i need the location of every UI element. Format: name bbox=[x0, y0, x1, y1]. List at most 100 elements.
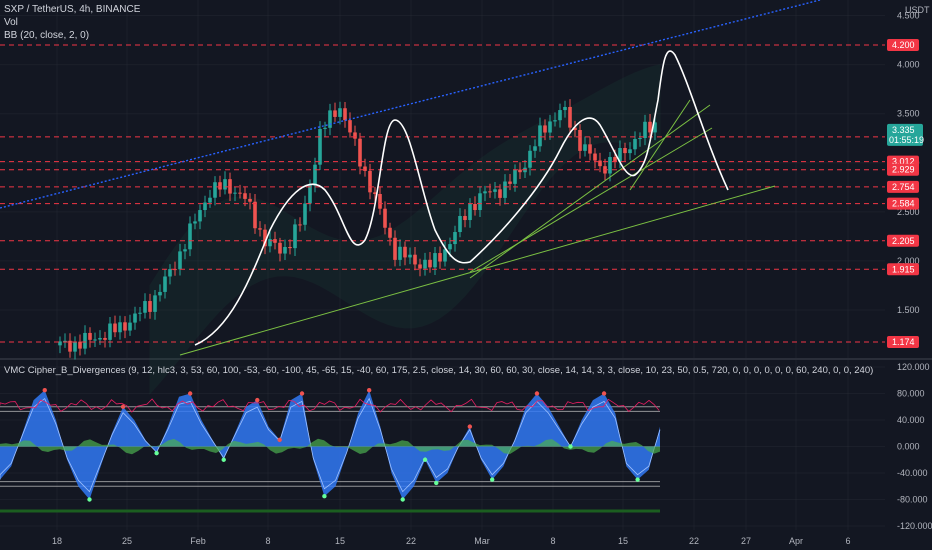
candle-body bbox=[558, 110, 562, 121]
y-tick-label: 4.000 bbox=[897, 60, 920, 70]
x-tick-label: 22 bbox=[406, 536, 416, 546]
candle-body bbox=[368, 170, 372, 193]
ind-y-tick-label: 0.000 bbox=[897, 442, 920, 452]
level-tag bbox=[887, 180, 919, 193]
candle-body bbox=[143, 301, 147, 313]
candle-body bbox=[253, 201, 257, 229]
candle-body bbox=[403, 246, 407, 258]
symbol-title[interactable]: SXP / TetherUS, 4h, BINANCE bbox=[4, 4, 141, 15]
candle-body bbox=[328, 110, 332, 128]
candle-body bbox=[268, 239, 272, 247]
candle-body bbox=[113, 323, 117, 333]
signal-dot bbox=[277, 437, 282, 443]
signal-dot bbox=[87, 497, 92, 502]
blue-trend-line bbox=[0, 0, 821, 209]
candle-body bbox=[483, 191, 487, 194]
candle-body bbox=[653, 122, 657, 133]
projection-drawing bbox=[194, 50, 729, 346]
candle-body bbox=[203, 202, 207, 211]
candle-body bbox=[348, 120, 352, 133]
candle-body bbox=[433, 253, 437, 268]
signal-dot bbox=[154, 450, 159, 456]
candle-body bbox=[643, 121, 647, 139]
candle-body bbox=[443, 249, 447, 262]
candle-body bbox=[223, 179, 227, 190]
candle-body bbox=[293, 224, 297, 249]
candle-body bbox=[258, 228, 262, 230]
candle-body bbox=[423, 259, 427, 269]
price-pane[interactable] bbox=[0, 0, 885, 395]
level-tag bbox=[887, 234, 919, 247]
candle-body bbox=[338, 108, 342, 117]
signal-dot bbox=[120, 404, 126, 409]
level-tag-label: 1.915 bbox=[892, 264, 915, 274]
vol-label[interactable]: Vol bbox=[4, 17, 18, 28]
level-tag bbox=[887, 263, 919, 276]
rsi-line bbox=[0, 398, 660, 413]
level-tag bbox=[887, 197, 919, 210]
candle-body bbox=[218, 182, 222, 190]
candle-body bbox=[623, 148, 627, 154]
candle-body bbox=[318, 128, 322, 165]
candle-body bbox=[533, 146, 537, 151]
wave-line bbox=[0, 397, 661, 493]
candle-body bbox=[63, 340, 67, 342]
x-tick-label: 6 bbox=[845, 536, 850, 546]
candle-body bbox=[58, 341, 62, 346]
candle-body bbox=[528, 150, 532, 168]
y-tick-label: 3.500 bbox=[897, 109, 920, 119]
y-tick-label: 2.000 bbox=[897, 256, 920, 266]
candle-body bbox=[128, 322, 132, 331]
candle-body bbox=[618, 148, 622, 162]
candle-body bbox=[378, 193, 382, 209]
indicator-pane[interactable] bbox=[0, 387, 661, 513]
candle-body bbox=[133, 313, 137, 323]
x-tick-label: 22 bbox=[689, 536, 699, 546]
candle-body bbox=[183, 249, 187, 252]
x-tick-label: 15 bbox=[335, 536, 345, 546]
signal-dot bbox=[568, 444, 573, 449]
candle-body bbox=[333, 110, 337, 117]
candle-body bbox=[488, 191, 492, 193]
candle-body bbox=[73, 341, 77, 352]
level-tag bbox=[887, 335, 919, 348]
candle-body bbox=[453, 232, 457, 245]
countdown-label: 01:55:19 bbox=[889, 135, 924, 145]
candle-body bbox=[373, 192, 377, 194]
indicator-legend: VMC Cipher_B_Divergences (9, 12, hlc3, 3… bbox=[4, 364, 873, 377]
level-tag-label: 2.205 bbox=[892, 236, 915, 246]
candle-body bbox=[188, 223, 192, 250]
signal-dot bbox=[366, 387, 372, 393]
signal-dot bbox=[299, 391, 305, 396]
candle-body bbox=[393, 237, 397, 260]
candle-body bbox=[553, 120, 557, 122]
candle-body bbox=[108, 323, 112, 340]
y-tick-label: 2.500 bbox=[897, 207, 920, 217]
candle-body bbox=[288, 246, 292, 249]
candle-body bbox=[228, 179, 232, 194]
last-price-label: 3.335 bbox=[892, 125, 915, 135]
candle-body bbox=[283, 246, 287, 254]
candle-body bbox=[213, 182, 217, 198]
candle-body bbox=[548, 121, 552, 133]
signal-dot bbox=[255, 397, 260, 403]
candle-body bbox=[138, 312, 142, 314]
candle-body bbox=[123, 322, 127, 331]
candle-body bbox=[163, 276, 167, 292]
candle-body bbox=[538, 125, 542, 147]
candle-body bbox=[418, 264, 422, 269]
signal-dot bbox=[322, 493, 327, 499]
indicator-label[interactable]: VMC Cipher_B_Divergences (9, 12, hlc3, 3… bbox=[4, 365, 874, 376]
currency-label: USDT bbox=[905, 5, 930, 15]
green-support-line bbox=[179, 185, 776, 356]
bb-label[interactable]: BB (20, close, 2, 0) bbox=[4, 30, 90, 41]
candle-body bbox=[343, 108, 347, 121]
x-tick-label: Feb bbox=[190, 536, 206, 546]
candle-body bbox=[243, 193, 247, 199]
candle-body bbox=[608, 157, 612, 174]
candle-body bbox=[478, 193, 482, 211]
x-tick-label: 25 bbox=[122, 536, 132, 546]
signal-dot bbox=[534, 391, 540, 396]
